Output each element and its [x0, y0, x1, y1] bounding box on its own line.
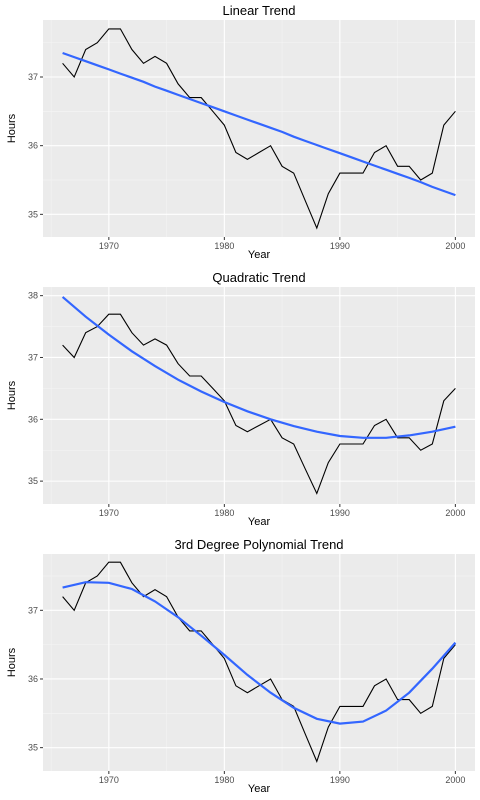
y-tick-label: 36 [28, 414, 38, 424]
chart-title: Linear Trend [223, 3, 296, 18]
plot-panel-background [43, 287, 475, 504]
x-tick-label: 2000 [445, 508, 465, 518]
chart-title: Quadratic Trend [212, 270, 305, 285]
x-tick-label: 1980 [214, 241, 234, 251]
x-tick-label: 2000 [445, 775, 465, 785]
y-axis-label: Hours [6, 647, 18, 677]
y-tick-label: 35 [28, 476, 38, 486]
chart-title: 3rd Degree Polynomial Trend [174, 537, 343, 552]
x-tick-label: 1990 [330, 775, 350, 785]
x-axis-label: Year [248, 249, 271, 261]
plot-panel-background [43, 554, 475, 771]
chart-panel-3: 1970 1980 1990 2000 35 36 37 3rd Degree Polynom… [6, 537, 475, 795]
y-tick-label: 35 [28, 209, 38, 219]
x-tick-label: 1970 [99, 775, 119, 785]
x-tick-label: 1970 [99, 241, 119, 251]
y-axis-label: Hours [6, 380, 18, 410]
x-tick-label: 1990 [330, 508, 350, 518]
y-tick-label: 37 [28, 352, 38, 362]
observed-hours-line [62, 28, 456, 230]
y-tick-label: 37 [28, 72, 38, 82]
trend-line [61, 296, 456, 439]
trend-line [62, 51, 456, 197]
y-tick-label: 36 [28, 141, 38, 151]
y-axis-label: Hours [6, 113, 18, 143]
x-axis-label: Year [248, 516, 271, 528]
x-tick-label: 1980 [214, 775, 234, 785]
x-tick-label: 2000 [445, 241, 465, 251]
chart-panel-1: 1970 1980 1990 2000 35 36 37 Linear Trend Year Ho… [6, 3, 475, 261]
y-tick-label: 36 [28, 674, 38, 684]
plot-panel-background [43, 20, 475, 237]
trend-line [62, 581, 457, 725]
x-tick-label: 1970 [99, 508, 119, 518]
x-axis-label: Year [248, 783, 271, 795]
x-tick-label: 1980 [214, 508, 234, 518]
y-tick-label: 38 [28, 291, 38, 301]
observed-hours-line [62, 561, 456, 763]
chart-panel-2: 1970 1980 1990 2000 35 36 37 38 Quadratic Trend Y… [6, 270, 475, 528]
y-tick-label: 37 [28, 605, 38, 615]
observed-hours-line [62, 313, 456, 495]
y-tick-label: 35 [28, 743, 38, 753]
x-tick-label: 1990 [330, 241, 350, 251]
